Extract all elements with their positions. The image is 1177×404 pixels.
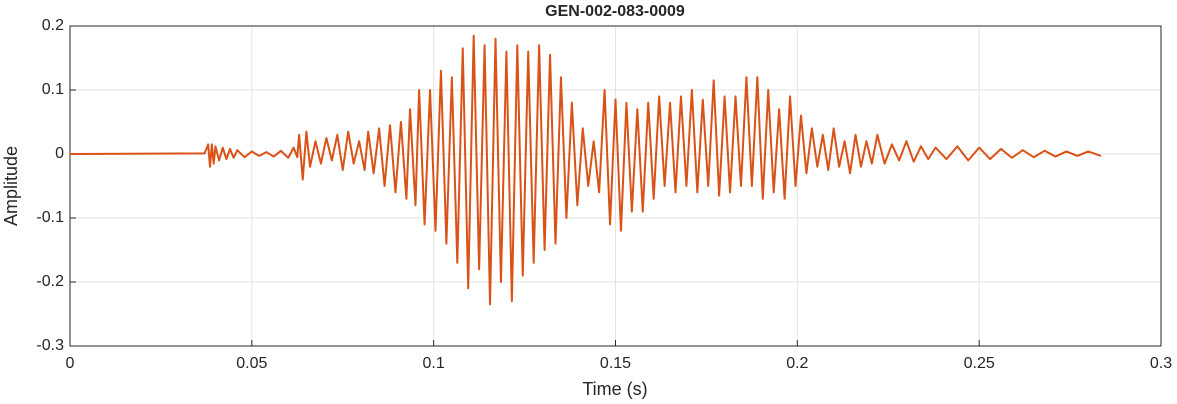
- x-tick-label: 0: [66, 355, 75, 372]
- x-tick-label: 0.1: [423, 355, 445, 372]
- x-tick-label: 0.05: [236, 355, 267, 372]
- x-tick-label: 0.2: [786, 355, 808, 372]
- y-tick-label: 0.1: [42, 81, 64, 98]
- y-tick-label: 0: [55, 145, 64, 162]
- y-axis-label: Amplitude: [1, 146, 21, 226]
- y-tick-label: -0.3: [36, 337, 64, 354]
- y-tick-label: 0.2: [42, 17, 64, 34]
- y-tick-label: -0.1: [36, 209, 64, 226]
- x-axis-label: Time (s): [582, 379, 647, 399]
- y-tick-label: -0.2: [36, 273, 64, 290]
- x-tick-label: 0.25: [964, 355, 995, 372]
- waveform-line: [69, 34, 1102, 306]
- chart-title: GEN-002-083-0009: [545, 3, 685, 20]
- x-tick-label: 0.3: [1150, 355, 1172, 372]
- x-tick-label: 0.15: [600, 355, 631, 372]
- plot-frame: [69, 25, 1162, 347]
